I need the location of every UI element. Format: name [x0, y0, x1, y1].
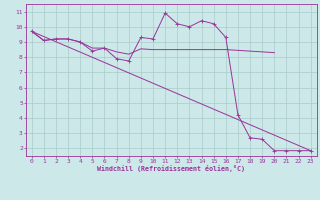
X-axis label: Windchill (Refroidissement éolien,°C): Windchill (Refroidissement éolien,°C) [97, 165, 245, 172]
